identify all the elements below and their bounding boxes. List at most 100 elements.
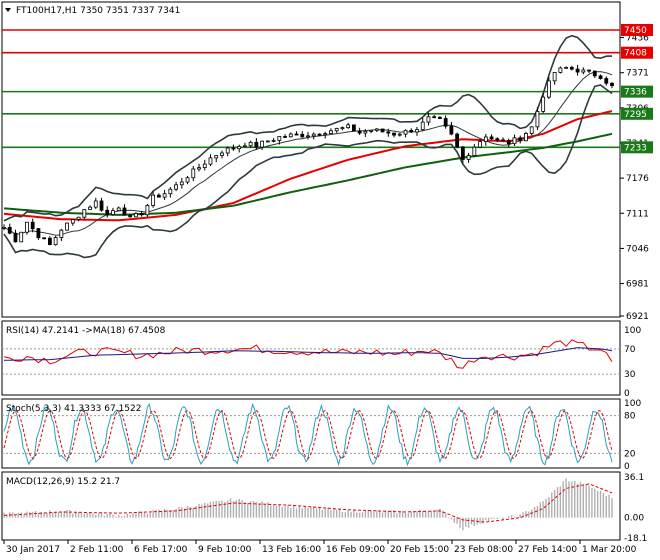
candle-body — [518, 137, 523, 142]
rsi-header: RSI(14) 47.2141 ->MA(18) 67.4508 — [6, 326, 166, 336]
candle-body — [306, 135, 310, 138]
stoch-k-line — [3, 402, 613, 467]
candle-body — [243, 145, 247, 148]
candle-body — [386, 131, 391, 134]
candle-body — [237, 146, 242, 150]
candle-body — [116, 207, 121, 212]
time-tick-label: 6 Feb 17:00 — [134, 545, 188, 555]
level-price-box — [621, 141, 653, 154]
candle-body — [466, 155, 471, 160]
candle-body — [179, 181, 184, 186]
macd-tick-label: -18.1 — [624, 534, 647, 544]
candle-body — [156, 194, 161, 198]
candle-body — [351, 124, 356, 132]
rsi-tick-label: 100 — [624, 326, 641, 336]
candle-body — [88, 206, 92, 210]
candle-body — [311, 133, 316, 137]
candle-body — [495, 138, 500, 141]
stoch-d-line — [3, 409, 613, 460]
candle-body — [449, 125, 454, 135]
candle-body — [432, 116, 437, 119]
candle-body — [254, 141, 259, 148]
candle-body — [409, 129, 414, 133]
rsi-line — [3, 339, 613, 369]
time-tick-label: 2 Feb 11:00 — [70, 545, 124, 555]
candle-body — [191, 168, 196, 179]
level-lines — [2, 29, 620, 149]
candle-body — [99, 200, 104, 211]
candle-body — [93, 200, 98, 208]
candle-body — [581, 69, 586, 73]
time-tick-label: 9 Feb 10:00 — [198, 545, 252, 555]
level-price-label: 7450 — [624, 26, 647, 36]
candle-body — [415, 129, 419, 133]
candle-body — [369, 129, 373, 132]
candle-body — [472, 146, 477, 156]
level-price-label: 7233 — [624, 143, 647, 153]
candle-body — [547, 80, 551, 98]
candles — [2, 64, 614, 246]
candle-body — [489, 136, 494, 140]
candle-body — [604, 78, 609, 84]
candle-body — [36, 228, 41, 239]
candle-body — [506, 139, 511, 145]
candle-body — [25, 221, 29, 233]
level-price-box — [621, 107, 653, 120]
candle-body — [541, 96, 546, 112]
macd-signal-line — [3, 483, 613, 523]
candle-body — [357, 130, 362, 134]
candle-body — [317, 133, 322, 136]
candle-body — [288, 133, 293, 138]
price-tick-label: 6981 — [626, 280, 649, 290]
candle-body — [30, 221, 35, 230]
level-price-box — [621, 24, 653, 36]
candle-body — [283, 136, 287, 138]
candle-body — [82, 209, 87, 218]
candle-body — [524, 133, 528, 142]
stoch-tick-label: 20 — [624, 449, 636, 459]
candle-body — [111, 210, 115, 215]
level-price-label: 7336 — [624, 88, 647, 98]
candle-body — [151, 194, 156, 206]
stoch-panel: 100 80 20 0 — [2, 399, 641, 472]
candle-body — [248, 141, 253, 147]
time-tick-label: 20 Feb 15:00 — [390, 545, 449, 555]
candle-body — [231, 147, 236, 150]
rsi-tick-label: 70 — [624, 345, 636, 355]
candle-body — [592, 70, 597, 77]
candle-body — [122, 207, 127, 216]
candle-body — [392, 132, 396, 136]
candle-body — [535, 111, 540, 128]
candle-body — [300, 133, 305, 138]
candle-body — [7, 226, 12, 234]
time-tick-label: 1 Mar 20:00 — [582, 545, 637, 555]
candle-body — [334, 128, 339, 132]
level-price-label: 7295 — [624, 110, 647, 120]
candle-body — [403, 129, 408, 135]
candle-body — [225, 147, 230, 154]
candle-body — [374, 128, 379, 131]
macd-panel-frame — [1, 471, 621, 541]
macd-panel: 36.1 0.00 -18.1 — [3, 473, 647, 544]
level-price-box — [621, 46, 653, 59]
candle-body — [460, 146, 465, 160]
candle-body — [558, 67, 563, 73]
candle-body — [265, 140, 270, 143]
candle-body — [438, 116, 442, 119]
time-axis: 30 Jan 2017 2 Feb 11:00 6 Feb 17:00 9 Feb 1… — [3, 540, 637, 555]
candle-body — [277, 136, 282, 141]
candle-body — [455, 133, 460, 148]
candle-body — [483, 136, 488, 143]
price-tick-label: 7371 — [626, 69, 649, 79]
stoch-header: Stoch(5,3,3) 41.3333 67.1522 — [6, 404, 141, 414]
candle-body — [76, 216, 81, 220]
candle-body — [139, 213, 144, 216]
stoch-tick-label: 80 — [624, 412, 636, 422]
candle-body — [47, 237, 52, 246]
triangle-down-icon[interactable] — [5, 8, 11, 12]
candle-body — [363, 130, 368, 134]
time-tick-label: 16 Feb 09:00 — [326, 545, 385, 555]
candle-body — [329, 130, 333, 134]
candle-body — [346, 124, 351, 129]
candle-body — [208, 157, 213, 165]
